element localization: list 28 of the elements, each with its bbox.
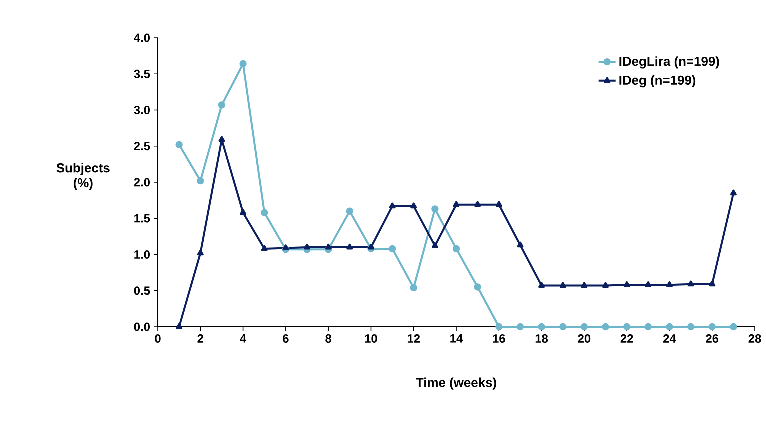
y-tick-label: 3.0 (134, 106, 150, 114)
x-tick-label: 26 (706, 334, 719, 343)
x-tick-label: 20 (578, 334, 591, 343)
x-tick-label: 6 (283, 334, 289, 343)
x-tick-label: 28 (748, 334, 762, 343)
x-tick-label: 18 (536, 334, 548, 343)
x-tick-label: 8 (326, 334, 332, 343)
y-tick-label: 1.5 (134, 214, 150, 223)
x-tick-label: 4 (240, 334, 247, 343)
x-tick-label: 10 (365, 334, 378, 343)
legend-label: IDeg (n=199) (620, 75, 696, 88)
y-tick-label: 4.0 (134, 34, 150, 42)
x-axis-title: Time (weeks) (416, 378, 496, 390)
x-tick-label: 22 (620, 334, 634, 343)
y-tick-label: 2.5 (134, 142, 150, 151)
y-tick-label: 2.0 (134, 178, 150, 187)
y-tick-label: 0.5 (134, 286, 150, 296)
y-tick-label: 3.5 (134, 70, 150, 78)
x-tick-label: 0 (155, 334, 161, 343)
x-tick-label: 2 (198, 334, 204, 343)
x-tick-label: 24 (663, 334, 676, 343)
y-tick-label: 0.0 (134, 322, 150, 332)
x-tick-label: 12 (408, 334, 420, 343)
y-tick-label: 1.0 (134, 250, 150, 259)
x-tick-label: 14 (450, 334, 464, 343)
y-axis-title: Subjects (%) (56, 163, 110, 190)
legend-label: IDegLira (n=199) (620, 56, 720, 69)
x-tick-label: 16 (493, 334, 506, 343)
